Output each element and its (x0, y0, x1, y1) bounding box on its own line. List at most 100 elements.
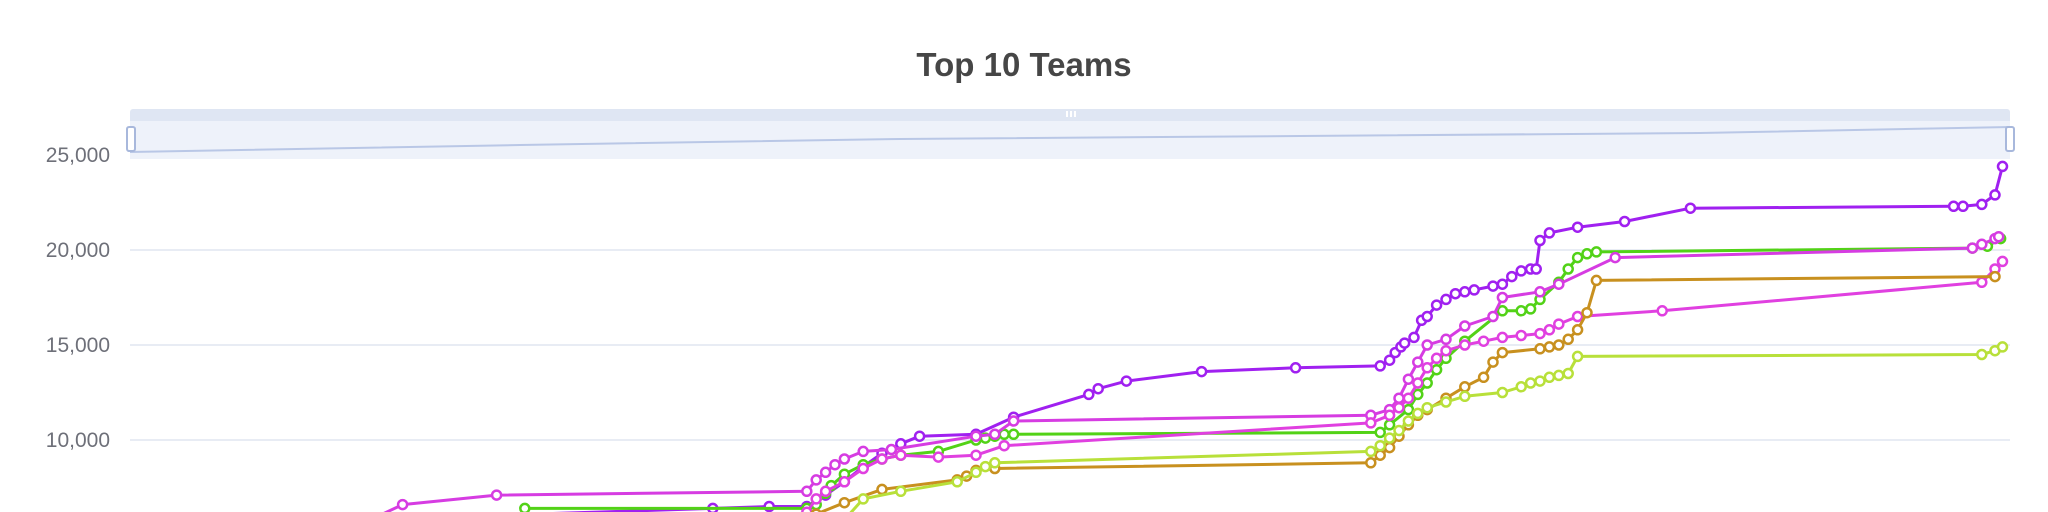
data-point[interactable] (1440, 333, 1452, 346)
data-point[interactable] (1459, 286, 1471, 298)
data-point[interactable] (1571, 324, 1584, 336)
data-point[interactable] (1581, 306, 1593, 319)
data-point[interactable] (857, 462, 869, 475)
data-point[interactable] (1530, 263, 1542, 275)
data-point[interactable] (1543, 341, 1556, 353)
data-point[interactable] (1506, 270, 1518, 283)
data-point[interactable] (1374, 449, 1386, 461)
data-point[interactable] (838, 476, 851, 488)
data-point[interactable] (998, 439, 1010, 452)
data-point[interactable] (810, 508, 822, 512)
data-point[interactable] (1515, 381, 1527, 393)
data-point[interactable] (1590, 274, 1603, 287)
data-point[interactable] (989, 428, 1001, 441)
data-point[interactable] (1383, 432, 1396, 444)
datazoom-left-handle[interactable] (126, 126, 136, 152)
data-point[interactable] (951, 476, 963, 488)
data-point[interactable] (1487, 310, 1499, 323)
data-point[interactable] (1421, 377, 1433, 389)
data-point[interactable] (1383, 441, 1396, 454)
data-point[interactable] (1996, 255, 2009, 268)
data-point[interactable] (1383, 409, 1396, 422)
data-point[interactable] (1412, 377, 1424, 389)
data-point[interactable] (1581, 248, 1593, 260)
data-point[interactable] (838, 496, 851, 509)
data-point[interactable] (876, 483, 888, 496)
data-point[interactable] (1534, 343, 1546, 355)
data-point[interactable] (1402, 373, 1415, 385)
data-point[interactable] (396, 498, 409, 511)
data-point[interactable] (1393, 392, 1405, 404)
data-point[interactable] (1496, 278, 1509, 290)
series-6[interactable] (840, 341, 2009, 512)
data-point[interactable] (1553, 339, 1565, 351)
data-point[interactable] (1496, 305, 1509, 317)
data-point[interactable] (1562, 333, 1574, 346)
data-point[interactable] (895, 449, 907, 461)
data-point[interactable] (913, 430, 926, 442)
data-point[interactable] (1402, 403, 1415, 416)
data-point[interactable] (1412, 356, 1424, 368)
data-point[interactable] (1430, 299, 1443, 311)
data-point[interactable] (1477, 371, 1490, 384)
data-point[interactable] (1571, 350, 1584, 363)
data-point[interactable] (1374, 439, 1386, 452)
data-point[interactable] (885, 443, 898, 456)
data-point[interactable] (1515, 305, 1527, 317)
data-point[interactable] (1487, 356, 1499, 368)
data-point[interactable] (1430, 352, 1443, 365)
data-point[interactable] (1976, 198, 1988, 211)
data-point[interactable] (1393, 424, 1405, 437)
data-point[interactable] (1684, 202, 1697, 214)
data-point[interactable] (1976, 276, 1988, 289)
data-point[interactable] (1543, 227, 1556, 239)
data-point[interactable] (1440, 344, 1452, 357)
data-point[interactable] (1289, 362, 1302, 374)
data-point[interactable] (819, 485, 832, 498)
data-point[interactable] (1459, 320, 1471, 332)
data-point[interactable] (895, 485, 907, 498)
data-point[interactable] (1120, 375, 1133, 387)
data-point[interactable] (1374, 426, 1386, 439)
data-point[interactable] (1534, 327, 1546, 340)
data-point[interactable] (1543, 324, 1556, 336)
data-point[interactable] (810, 493, 822, 505)
data-point[interactable] (1609, 251, 1621, 264)
data-point[interactable] (1007, 428, 1020, 441)
data-point[interactable] (1524, 303, 1537, 315)
data-point[interactable] (1992, 230, 2005, 243)
data-point[interactable] (1383, 419, 1396, 431)
data-point[interactable] (1421, 401, 1433, 414)
data-point[interactable] (1477, 335, 1490, 347)
data-point[interactable] (970, 449, 982, 461)
data-point[interactable] (1590, 246, 1603, 258)
data-point[interactable] (838, 453, 851, 465)
data-point[interactable] (1515, 265, 1527, 277)
data-point[interactable] (1996, 160, 2009, 173)
data-point[interactable] (1365, 445, 1377, 458)
data-point[interactable] (1618, 215, 1631, 228)
data-point[interactable] (1430, 363, 1443, 376)
data-point[interactable] (829, 458, 841, 471)
data-point[interactable] (490, 489, 503, 501)
data-point[interactable] (1976, 348, 1988, 361)
datazoom-slider[interactable] (126, 109, 2015, 159)
data-point[interactable] (1966, 242, 1979, 254)
data-point[interactable] (1402, 392, 1415, 404)
data-point[interactable] (989, 457, 1001, 469)
data-point[interactable] (1459, 381, 1471, 393)
data-point[interactable] (1408, 331, 1420, 344)
data-point[interactable] (970, 430, 982, 442)
data-point[interactable] (1383, 354, 1396, 366)
datazoom-window[interactable] (130, 121, 2010, 159)
data-point[interactable] (1496, 386, 1509, 399)
data-point[interactable] (1412, 388, 1424, 401)
data-point[interactable] (1421, 310, 1433, 323)
data-point[interactable] (1534, 234, 1546, 247)
data-point[interactable] (1402, 415, 1415, 427)
data-point[interactable] (1496, 346, 1509, 359)
data-point[interactable] (1553, 369, 1565, 382)
data-point[interactable] (1534, 286, 1546, 298)
data-point[interactable] (1393, 401, 1405, 414)
series-1[interactable] (351, 160, 2009, 512)
